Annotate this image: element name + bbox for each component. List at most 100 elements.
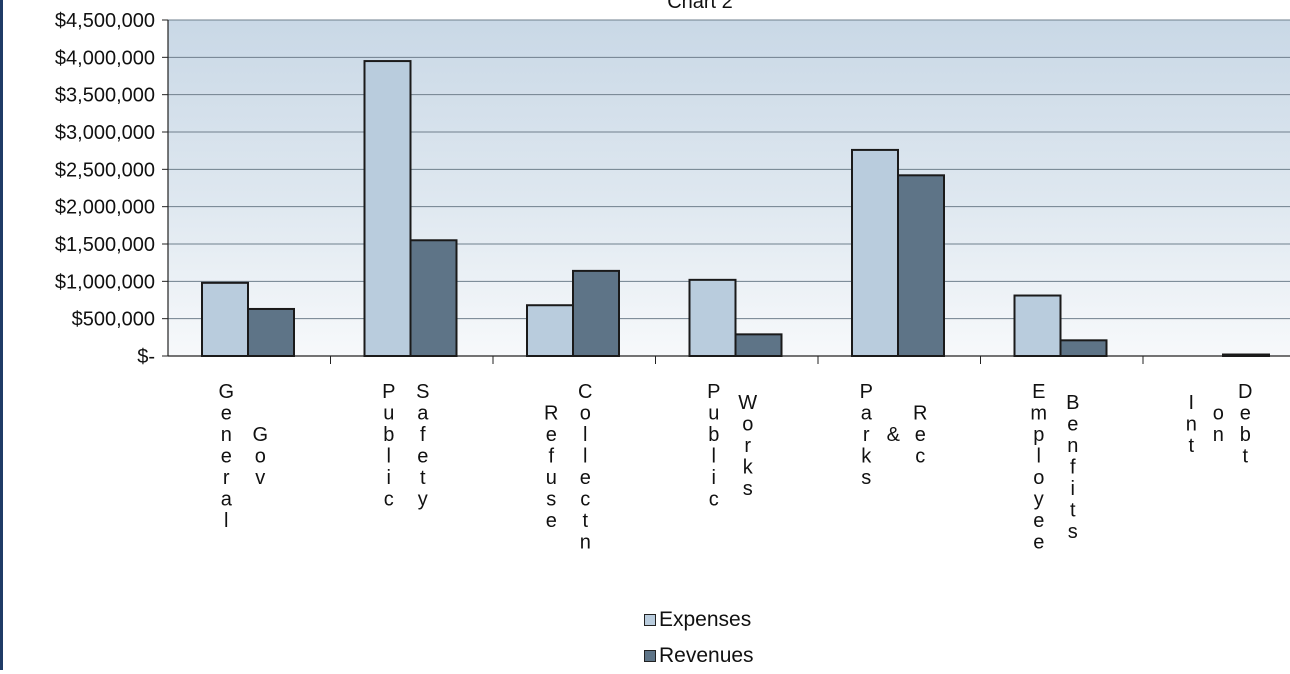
y-tick-label: $3,500,000 xyxy=(55,85,155,107)
category-label-letter: t xyxy=(420,467,426,489)
category-label-letter: p xyxy=(1033,424,1044,446)
category-label-letter: C xyxy=(578,381,592,403)
category-label-letter: t xyxy=(1070,499,1076,521)
category-label-letter: e xyxy=(221,446,232,468)
category-label-letter: I xyxy=(1188,392,1194,414)
category-label-letter: S xyxy=(416,381,429,403)
category-label-letter: e xyxy=(1033,510,1044,532)
bar-revenues xyxy=(897,174,945,357)
bar-revenues xyxy=(409,239,458,357)
bar-expenses xyxy=(1013,294,1062,357)
legend-item-revenues: Revenues xyxy=(644,638,754,674)
category-label-letter: b xyxy=(1240,424,1251,446)
category-label-letter: R xyxy=(913,403,927,425)
category-label-letter: B xyxy=(1066,392,1079,414)
category-label-letter: u xyxy=(383,403,394,425)
page-left-border xyxy=(0,0,3,670)
category-label-letter: l xyxy=(712,446,716,468)
category-label-letter: b xyxy=(383,424,394,446)
category-label-letter: t xyxy=(582,510,588,532)
category-label-letter: k xyxy=(861,446,872,468)
y-tick-label: $4,000,000 xyxy=(55,47,155,69)
category-label-letter: a xyxy=(417,403,429,425)
legend-label-expenses: Expenses xyxy=(659,608,752,631)
category-label-letter: y xyxy=(1034,489,1044,511)
category-label-letter: l xyxy=(387,446,391,468)
bar-expenses xyxy=(363,60,412,357)
category-label-letter: e xyxy=(1067,413,1078,435)
category-label-letter: o xyxy=(1213,403,1224,425)
bar-revenues xyxy=(1059,339,1108,358)
bar-revenues xyxy=(247,307,295,357)
category-label-letter: c xyxy=(384,489,394,511)
y-tick-label: $4,500,000 xyxy=(55,10,155,32)
category-label-letter: o xyxy=(580,403,591,425)
category-label-letter: o xyxy=(1033,467,1044,489)
category-label-letter: c xyxy=(709,489,719,511)
category-label-letter: e xyxy=(546,510,557,532)
category-label-letter: G xyxy=(218,381,234,403)
category-label-letter: i xyxy=(1071,478,1075,500)
category-label-letter: l xyxy=(583,424,587,446)
category-label-letter: c xyxy=(915,446,925,468)
legend-swatch-expenses xyxy=(644,614,656,626)
category-label-letter: R xyxy=(544,403,558,425)
category-label-letter: l xyxy=(583,446,587,468)
category-label-letter: o xyxy=(255,446,266,468)
category-label-letter: a xyxy=(221,489,233,511)
bar-expenses xyxy=(851,148,899,357)
category-label-letter: e xyxy=(1033,532,1044,554)
category-label-letter: t xyxy=(1242,446,1248,468)
chart-legend: Expenses Revenues xyxy=(644,602,754,674)
category-label-letter: t xyxy=(1188,435,1194,457)
category-label-letter: G xyxy=(252,424,268,446)
legend-label-revenues: Revenues xyxy=(659,644,754,667)
category-label-letter: D xyxy=(1238,381,1252,403)
category-label-letter: e xyxy=(1240,403,1251,425)
y-tick-label: $2,000,000 xyxy=(55,197,155,219)
bar-revenues xyxy=(1222,353,1270,357)
category-label-letter: a xyxy=(861,403,873,425)
category-label-letter: E xyxy=(1032,381,1045,403)
category-label-letter: e xyxy=(915,424,926,446)
category-label-letter: n xyxy=(221,424,232,446)
category-label-letter: o xyxy=(742,413,753,435)
category-label-letter: n xyxy=(580,532,591,554)
category-label-letter: s xyxy=(1068,521,1078,543)
category-label-letter: e xyxy=(417,446,428,468)
category-label-letter: u xyxy=(708,403,719,425)
category-label-letter: e xyxy=(221,403,232,425)
category-label-letter: k xyxy=(743,456,754,478)
category-label-letter: e xyxy=(546,424,557,446)
y-tick-label: $1,500,000 xyxy=(55,234,155,256)
category-label-letter: s xyxy=(861,467,871,489)
y-tick-label: $2,500,000 xyxy=(55,159,155,181)
legend-swatch-revenues xyxy=(644,650,656,662)
category-label-letter: b xyxy=(708,424,719,446)
category-label-letter: & xyxy=(887,424,901,446)
category-label-letter: r xyxy=(863,424,870,446)
bar-revenues xyxy=(572,269,620,358)
category-label-letter: P xyxy=(707,381,720,403)
category-label-letter: n xyxy=(1067,435,1078,457)
bar-revenues xyxy=(734,333,783,358)
category-label-letter: v xyxy=(255,467,265,489)
y-tick-label: $3,000,000 xyxy=(55,122,155,144)
bar-expenses xyxy=(526,304,574,357)
category-label-letter: n xyxy=(1213,424,1224,446)
category-label-letter: y xyxy=(418,489,428,511)
category-label-letter: e xyxy=(580,467,591,489)
category-label-letter: f xyxy=(548,446,554,468)
y-tick-label: $- xyxy=(137,346,155,368)
category-label-letter: W xyxy=(738,392,757,414)
category-label-letter: n xyxy=(1186,413,1197,435)
category-label-letter: c xyxy=(580,489,590,511)
category-label-letter: P xyxy=(382,381,395,403)
category-label-letter: s xyxy=(743,478,753,500)
category-label-letter: i xyxy=(387,467,391,489)
y-tick-label: $1,000,000 xyxy=(55,271,155,293)
category-label-letter: r xyxy=(744,435,751,457)
y-tick-label: $500,000 xyxy=(72,309,155,331)
